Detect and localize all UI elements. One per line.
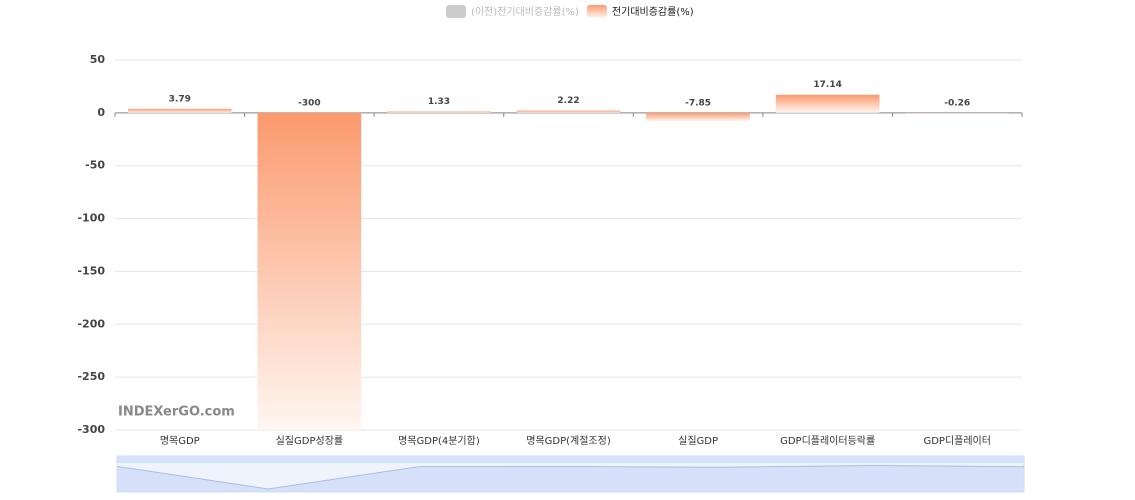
zoom-preview-area bbox=[117, 465, 1024, 492]
bar bbox=[387, 111, 491, 113]
data-label: 3.79 bbox=[169, 94, 191, 104]
legend-label: (이전)전기대비증감률(%) bbox=[471, 6, 579, 18]
y-tick-label: 0 bbox=[97, 106, 105, 119]
data-label: 1.33 bbox=[428, 97, 450, 107]
data-label: -300 bbox=[298, 98, 321, 108]
x-tick-label: 실질GDP bbox=[678, 435, 718, 447]
bar bbox=[516, 110, 621, 113]
y-tick-label: 50 bbox=[90, 53, 106, 66]
x-tick-label: 명목GDP(계절조정) bbox=[526, 434, 611, 447]
legend: (이전)전기대비증감률(%) 전기대비증감률(%) bbox=[446, 5, 694, 18]
data-label: 2.22 bbox=[557, 96, 579, 106]
legend-swatch bbox=[446, 5, 466, 18]
legend-label: 전기대비증감률(%) bbox=[612, 6, 694, 18]
x-tick-label: GDP디플레이터등락률 bbox=[780, 435, 875, 447]
legend-swatch bbox=[586, 5, 607, 18]
y-tick-label: -100 bbox=[77, 212, 105, 225]
bar bbox=[257, 112, 362, 430]
data-label: -7.85 bbox=[685, 98, 711, 108]
y-tick-label: -300 bbox=[77, 423, 105, 436]
zoom-handle[interactable] bbox=[117, 456, 1024, 463]
data-label: 17.14 bbox=[813, 80, 841, 90]
x-tick-label: 명목GDP bbox=[160, 435, 200, 447]
watermark: INDEXerGO.com bbox=[118, 405, 235, 420]
y-tick-label: -250 bbox=[77, 370, 105, 383]
x-tick-label: 명목GDP(4분기합) bbox=[398, 435, 480, 447]
data-label: -0.26 bbox=[944, 98, 970, 108]
y-tick-label: -50 bbox=[85, 159, 105, 172]
x-tick-label: GDP디플레이터 bbox=[923, 435, 990, 447]
y-tick-label: -200 bbox=[77, 317, 105, 330]
zoom-preview-line bbox=[116, 464, 1025, 490]
bar bbox=[127, 108, 232, 113]
bar bbox=[775, 94, 880, 113]
y-tick-label: -150 bbox=[77, 264, 105, 277]
bar bbox=[646, 112, 750, 122]
x-tick-label: 실질GDP성장률 bbox=[276, 435, 343, 447]
